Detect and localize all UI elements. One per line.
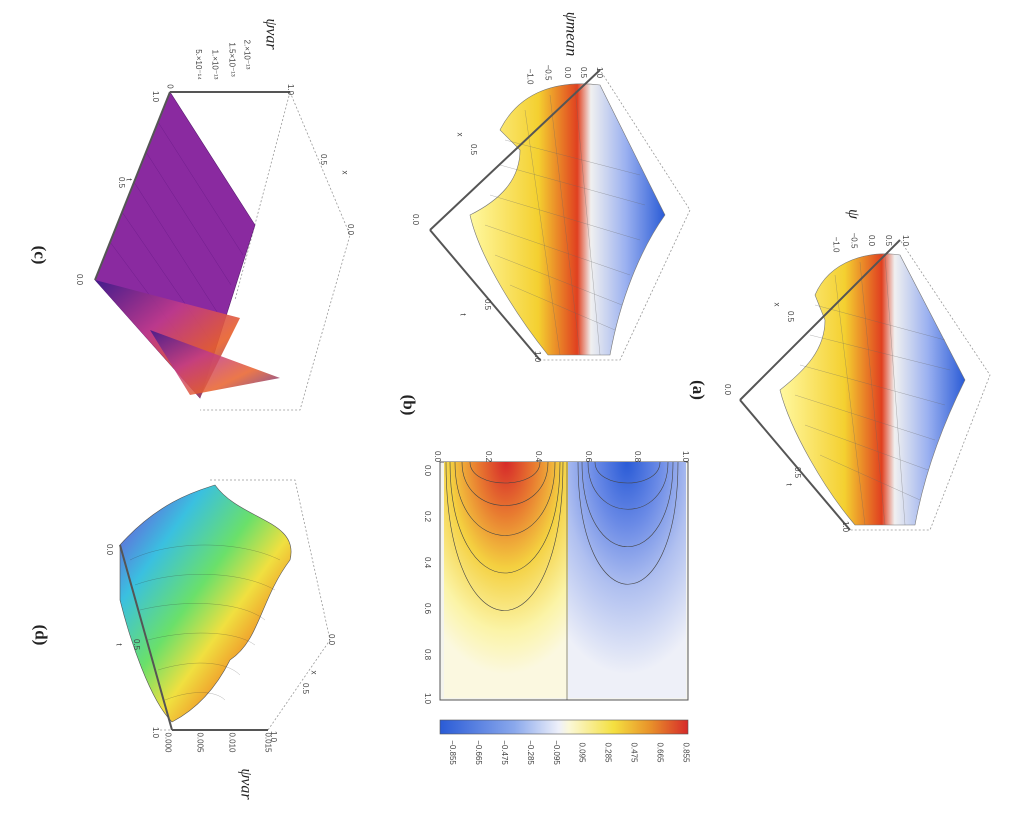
panel-c-label: (c) [30, 245, 50, 265]
panel-c-x-tick: 0.5 [319, 153, 329, 166]
panel-b-surface [469, 83, 666, 356]
contour-plot [439, 461, 689, 701]
colorbar-tick: −0.285 [525, 740, 535, 765]
panel-a-z-tick: −1.0 [831, 236, 841, 253]
panel-d-frame [160, 479, 331, 731]
colorbar-tick: −0.855 [447, 740, 457, 765]
colorbar-tick: 0.285 [603, 742, 613, 763]
panel-d-t-tick: 1.0 [151, 726, 161, 739]
panel-d-z-tick: 0.000 [163, 732, 173, 753]
panel-d-label: (d) [31, 624, 51, 646]
panel-b-z-tick: 0.0 [563, 66, 573, 79]
panel-c-t-tick: 1.0 [151, 90, 161, 103]
panel-a-x-tick: 0.0 [723, 383, 733, 396]
panel-a-label: (a) [688, 380, 708, 400]
panel-c-t-tick: 0.5 [117, 176, 127, 189]
panel-c-x-tick: 0.0 [346, 223, 356, 236]
panel-b-z-axis-title: ψmean [562, 11, 580, 57]
contour-col-tick: 0.0 [423, 464, 433, 477]
colorbar-tick: −0.475 [499, 740, 509, 765]
panel-a-t-axis-title: t [784, 483, 794, 486]
panel-c-x-axis-title: x [340, 170, 350, 175]
panel-b-t-axis-title: t [458, 313, 468, 316]
panel-b-z-tick: 0.5 [579, 66, 589, 79]
contour-row-tick: 1.0 [681, 450, 691, 463]
contour-row-tick: 0.0 [433, 450, 443, 463]
panel-a-x-axis-title: x [772, 302, 782, 307]
colorbar-tick: 0.475 [629, 742, 639, 763]
panel-b-z-tick: −1.0 [525, 68, 535, 85]
panel-d-z-tick: 0.010 [227, 732, 237, 753]
contour-row-tick: 0.8 [633, 450, 643, 463]
contour-col-tick: 0.2 [423, 510, 433, 523]
panel-c-z-tick: 0 [165, 84, 175, 89]
panel-a-z-axis-title: ψ [844, 209, 862, 219]
colorbar-tick: 0.665 [655, 742, 665, 763]
panel-a-t-tick: 0.5 [793, 466, 803, 479]
panel-a-x-tick: 0.5 [786, 310, 796, 323]
contour-col-tick: 0.4 [423, 556, 433, 569]
contour-col-tick: 0.6 [423, 602, 433, 615]
panel-a-frame [739, 239, 991, 531]
panel-b-frame [429, 69, 691, 361]
panel-a-z-tick: −0.5 [849, 232, 859, 249]
panel-d-z-axis-title: ψvar [237, 768, 255, 800]
panel-d-z-tick: 0.005 [195, 732, 205, 753]
contour-row-tick: 0.2 [484, 450, 494, 463]
contour-row-tick: 0.4 [534, 450, 544, 463]
panel-a-z-tick: 1.0 [901, 234, 911, 247]
panel-b-t-tick: 0.5 [483, 298, 493, 311]
panel-b-x-tick: 0.0 [411, 213, 421, 226]
colorbar-tick: −0.095 [551, 740, 561, 765]
colorbar-tick: −0.665 [473, 740, 483, 765]
contour-col-tick: 0.8 [423, 648, 433, 661]
panel-a-z-tick: 0.0 [867, 234, 877, 247]
panel-b-z-tick: 1.0 [595, 66, 605, 79]
panel-d-x-tick: 0.0 [327, 633, 337, 646]
panel-c-z-tick: 1.5×10⁻¹³ [227, 42, 237, 77]
colorbar-tick: 0.855 [681, 742, 691, 763]
panel-c-t-tick: 0.0 [75, 273, 85, 286]
panel-d-x-tick: 1.0 [269, 730, 279, 743]
panel-c-z-tick: 1.×10⁻¹³ [210, 49, 220, 80]
panel-a-t-tick: 1.0 [841, 520, 851, 533]
panel-d-t-tick: 0.5 [132, 638, 142, 651]
panel-d-x-axis-title: x [309, 670, 319, 675]
panel-c-z-tick: 5.×10⁻¹⁴ [193, 49, 203, 80]
panel-a-z-tick: 0.5 [884, 234, 894, 247]
panel-c-z-axis-title: ψvar [262, 18, 280, 50]
panel-d-t-tick: 0.0 [105, 543, 115, 556]
contour-row-tick: 0.6 [584, 450, 594, 463]
panel-b-x-tick: 0.5 [469, 143, 479, 156]
panel-d-x-tick: 0.5 [301, 682, 311, 695]
panel-b-label: (b) [399, 394, 419, 416]
panel-c-z-tick: 2.×10⁻¹³ [242, 39, 252, 70]
panel-b-z-tick: −0.5 [543, 64, 553, 81]
panel-a-surface [779, 253, 966, 526]
panel-d-t-axis-title: t [114, 643, 124, 646]
colorbar [439, 719, 689, 735]
panel-b-t-tick: 1.0 [533, 350, 543, 363]
panel-c-x-tick: 1.0 [286, 83, 296, 96]
panel-b-x-axis-title: x [455, 132, 465, 137]
contour-col-tick: 1.0 [423, 692, 433, 705]
colorbar-tick: 0.095 [577, 742, 587, 763]
